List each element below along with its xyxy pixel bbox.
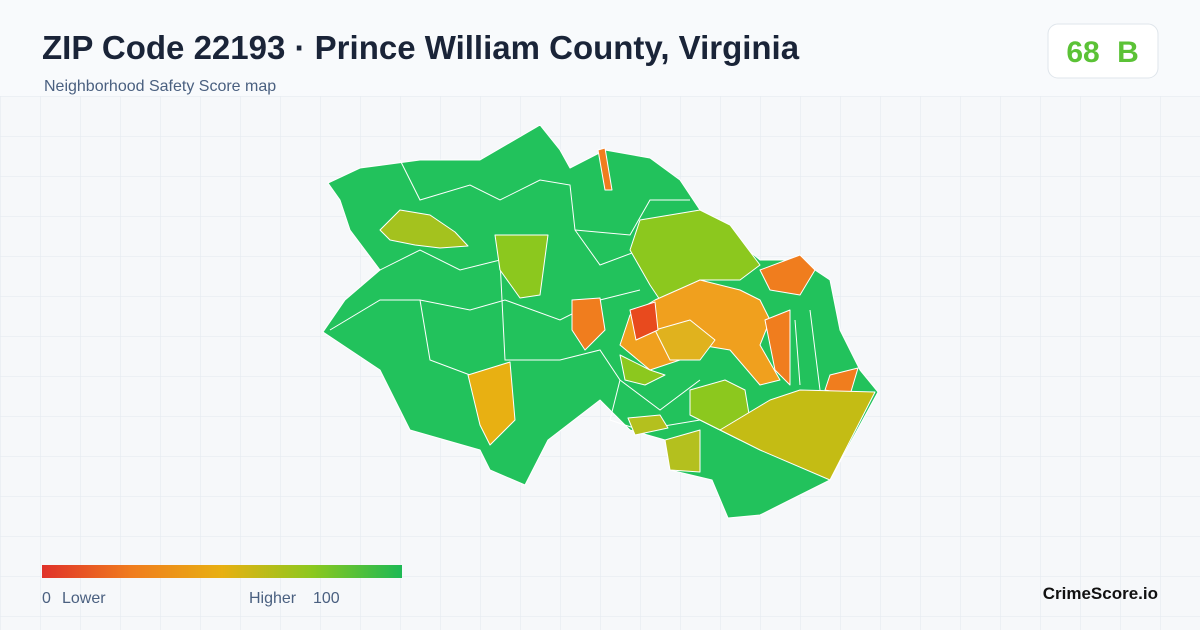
brand: CrimeScore.io [1043, 584, 1158, 603]
legend-max-label: Higher [249, 590, 297, 607]
region [571, 297, 606, 351]
region [759, 254, 816, 296]
region [629, 209, 761, 301]
score-value: 68 [1066, 36, 1099, 69]
header-bg [0, 0, 1200, 96]
region [619, 354, 666, 386]
legend-bar [42, 565, 402, 578]
title: ZIP Code 22193 · Prince William County, … [42, 29, 800, 66]
region [597, 147, 613, 191]
region [664, 429, 701, 473]
subtitle: Neighborhood Safety Score map [44, 78, 276, 95]
score-box [1047, 23, 1159, 79]
region [654, 319, 716, 361]
region [494, 234, 549, 299]
region [627, 414, 669, 436]
legend-min-label: Lower [62, 590, 106, 607]
region [764, 309, 791, 386]
map [322, 124, 879, 519]
region [629, 301, 659, 341]
region [467, 361, 516, 446]
legend-max: 100 [313, 590, 340, 607]
region [719, 389, 876, 481]
region [379, 209, 469, 249]
legend-min: 0 [42, 590, 51, 607]
score-grade: B [1117, 36, 1139, 69]
